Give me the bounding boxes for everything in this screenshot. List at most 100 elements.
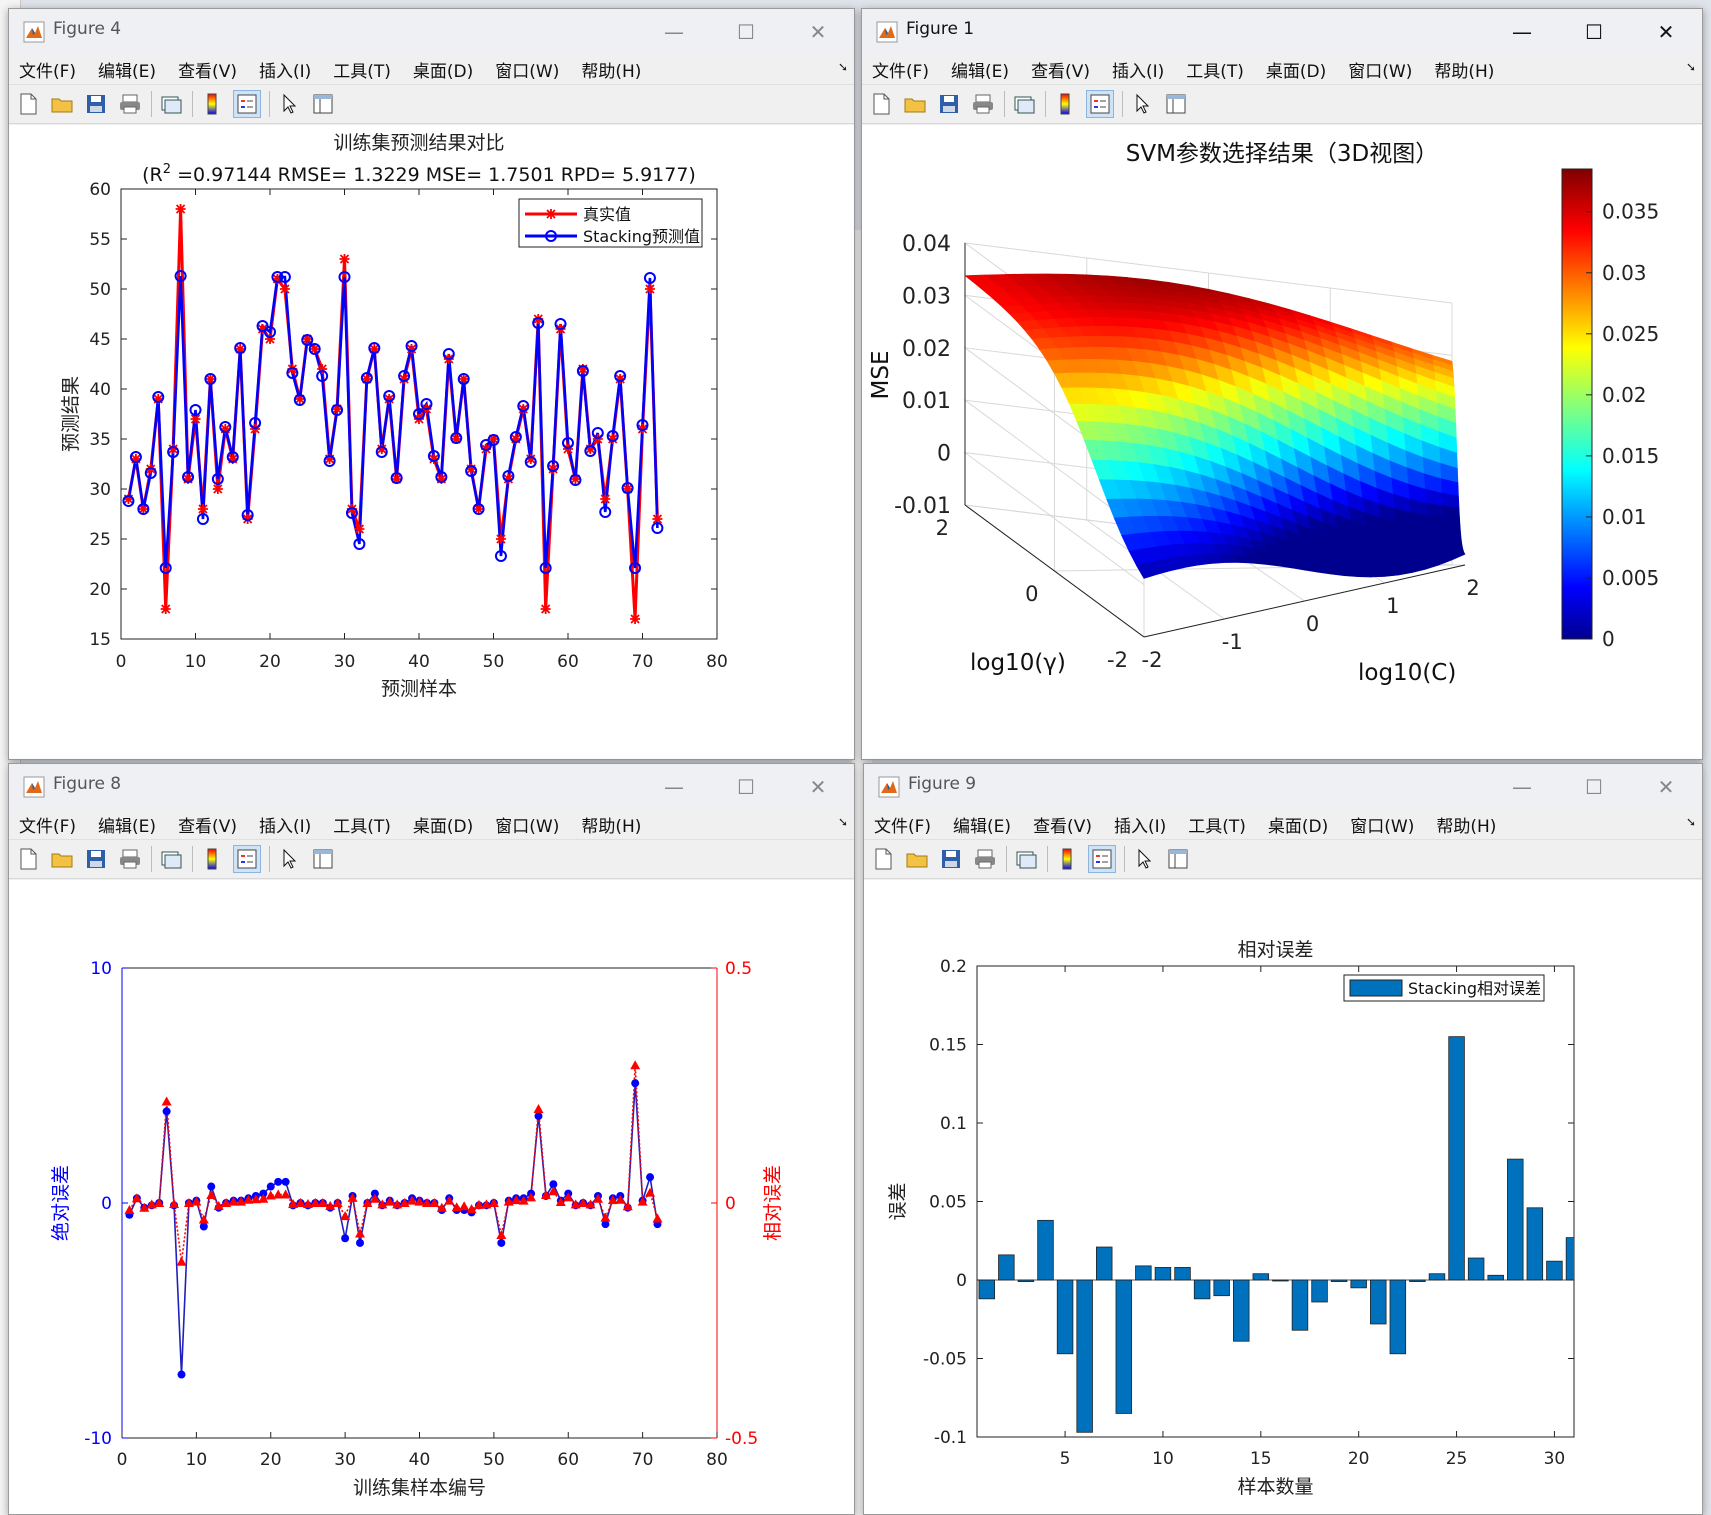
open-folder-button[interactable] <box>904 846 930 872</box>
menu-file[interactable]: 文件(F) <box>19 816 77 837</box>
rel-error-point <box>332 1198 343 1207</box>
link-figure-button[interactable] <box>158 846 184 872</box>
save-button[interactable] <box>936 91 962 117</box>
y-tick-label-left: 0 <box>101 1194 112 1214</box>
data-point-pred <box>219 421 232 433</box>
maximize-button[interactable]: ☐ <box>1585 774 1603 799</box>
data-point-pred <box>308 343 321 355</box>
legend-button[interactable] <box>1086 90 1114 118</box>
menu-view[interactable]: 查看(V) <box>178 816 237 837</box>
x-tick-label: 70 <box>632 652 654 672</box>
menu-insert[interactable]: 插入(I) <box>258 61 312 82</box>
pointer-button[interactable] <box>1131 846 1157 872</box>
close-button[interactable]: ✕ <box>809 19 827 44</box>
property-editor-button[interactable] <box>1163 91 1189 117</box>
minimize-button[interactable]: — <box>664 19 684 44</box>
pointer-button[interactable] <box>276 846 302 872</box>
abs-error-point <box>281 1177 290 1186</box>
save-button[interactable] <box>938 846 964 872</box>
dock-arrow-icon[interactable]: ➘ <box>837 815 848 829</box>
legend-button[interactable] <box>1088 845 1116 873</box>
property-editor-button[interactable] <box>1165 846 1191 872</box>
menu-desktop[interactable]: 桌面(D) <box>412 61 474 82</box>
menu-window[interactable]: 窗口(W) <box>495 61 560 82</box>
menu-desktop[interactable]: 桌面(D) <box>1267 816 1329 837</box>
menu-help[interactable]: 帮助(H) <box>581 816 642 837</box>
minimize-button[interactable]: — <box>664 774 684 799</box>
colorbar-button[interactable] <box>199 846 225 872</box>
maximize-button[interactable]: ☐ <box>1585 19 1603 44</box>
print-button[interactable] <box>970 91 996 117</box>
open-folder-button[interactable] <box>49 91 75 117</box>
save-button[interactable] <box>83 91 109 117</box>
rel-error-point <box>362 1198 373 1207</box>
dock-arrow-icon[interactable]: ➘ <box>1685 815 1696 829</box>
menu-edit[interactable]: 编辑(E) <box>98 61 157 82</box>
minimize-button[interactable]: — <box>1512 19 1532 44</box>
menu-edit[interactable]: 编辑(E) <box>98 816 157 837</box>
dock-arrow-icon[interactable]: ➘ <box>837 60 848 74</box>
legend-button[interactable] <box>233 90 261 118</box>
menu-insert[interactable]: 插入(I) <box>258 816 312 837</box>
new-file-button[interactable] <box>870 846 896 872</box>
menu-view[interactable]: 查看(V) <box>1033 816 1092 837</box>
colorbar-button[interactable] <box>199 91 225 117</box>
link-figure-button[interactable] <box>158 91 184 117</box>
menu-window[interactable]: 窗口(W) <box>1350 816 1415 837</box>
new-file-button[interactable] <box>15 91 41 117</box>
menu-desktop[interactable]: 桌面(D) <box>412 816 474 837</box>
menu-edit[interactable]: 编辑(E) <box>951 61 1010 82</box>
property-editor-button[interactable] <box>310 91 336 117</box>
menu-file[interactable]: 文件(F) <box>19 61 77 82</box>
colorbar-button[interactable] <box>1052 91 1078 117</box>
new-file-button[interactable] <box>868 91 894 117</box>
menu-insert[interactable]: 插入(I) <box>1111 61 1165 82</box>
new-file-icon <box>873 93 890 115</box>
link-figure-button[interactable] <box>1013 846 1039 872</box>
menu-help[interactable]: 帮助(H) <box>1436 816 1497 837</box>
menu-tools[interactable]: 工具(T) <box>1186 61 1244 82</box>
bar <box>1311 1279 1328 1303</box>
menu-file[interactable]: 文件(F) <box>872 61 930 82</box>
menu-help[interactable]: 帮助(H) <box>1434 61 1495 82</box>
print-icon <box>120 94 140 114</box>
close-button[interactable]: ✕ <box>1657 774 1675 799</box>
menu-window[interactable]: 窗口(W) <box>1348 61 1413 82</box>
save-button[interactable] <box>83 846 109 872</box>
abs-error-point <box>341 1234 350 1243</box>
pointer-button[interactable] <box>1129 91 1155 117</box>
menu-view[interactable]: 查看(V) <box>1031 61 1090 82</box>
pointer-button[interactable] <box>276 91 302 117</box>
title-bar: Figure 1 — ☐ ✕ <box>862 9 1702 54</box>
colorbar-button[interactable] <box>1054 846 1080 872</box>
maximize-button[interactable]: ☐ <box>737 774 755 799</box>
figure1-window: Figure 1 — ☐ ✕ 文件(F) 编辑(E) 查看(V) 插入(I) 工… <box>861 8 1703 760</box>
print-button[interactable] <box>972 846 998 872</box>
menu-window[interactable]: 窗口(W) <box>495 816 560 837</box>
minimize-button[interactable]: — <box>1512 774 1532 799</box>
menu-tools[interactable]: 工具(T) <box>333 816 391 837</box>
rel-error-point <box>540 1190 551 1200</box>
menu-tools[interactable]: 工具(T) <box>1188 816 1246 837</box>
menu-insert[interactable]: 插入(I) <box>1113 816 1167 837</box>
menu-desktop[interactable]: 桌面(D) <box>1265 61 1327 82</box>
print-button[interactable] <box>117 846 143 872</box>
menu-file[interactable]: 文件(F) <box>874 816 932 837</box>
menu-view[interactable]: 查看(V) <box>178 61 237 82</box>
legend-button[interactable] <box>233 845 261 873</box>
open-folder-button[interactable] <box>49 846 75 872</box>
print-button[interactable] <box>117 91 143 117</box>
dock-arrow-icon[interactable]: ➘ <box>1685 60 1696 74</box>
link-figure-button[interactable] <box>1011 91 1037 117</box>
close-button[interactable]: ✕ <box>1657 19 1675 44</box>
menu-help[interactable]: 帮助(H) <box>581 61 642 82</box>
rel-error-point <box>548 1186 559 1196</box>
menu-tools[interactable]: 工具(T) <box>333 61 391 82</box>
rel-error-point <box>176 1256 187 1266</box>
property-editor-button[interactable] <box>310 846 336 872</box>
menu-edit[interactable]: 编辑(E) <box>953 816 1012 837</box>
open-folder-button[interactable] <box>902 91 928 117</box>
close-button[interactable]: ✕ <box>809 774 827 799</box>
maximize-button[interactable]: ☐ <box>737 19 755 44</box>
new-file-button[interactable] <box>15 846 41 872</box>
